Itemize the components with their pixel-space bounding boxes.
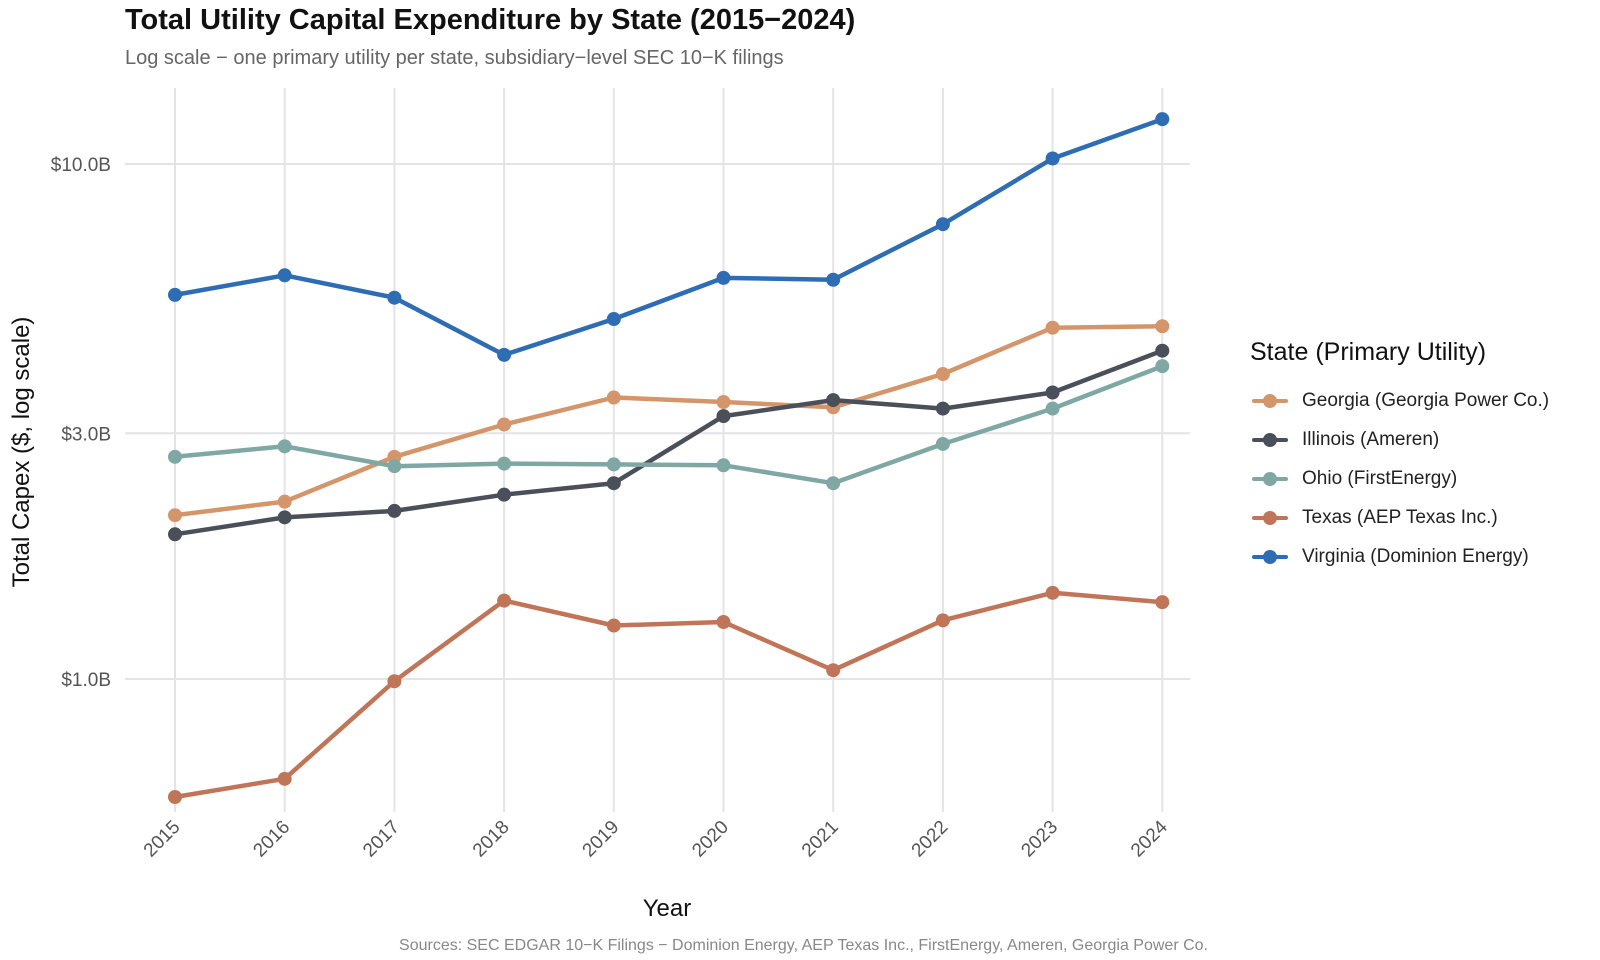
x-tick-label: 2024: [1127, 816, 1172, 861]
series-virginia: [168, 112, 1170, 362]
data-point-georgia: [497, 417, 512, 432]
data-point-texas: [826, 663, 841, 678]
data-point-virginia: [935, 217, 950, 232]
data-point-virginia: [497, 347, 512, 362]
legend-label: Texas (AEP Texas Inc.): [1302, 506, 1498, 528]
y-axis-title: Total Capex ($, log scale): [8, 317, 35, 588]
legend-label: Illinois (Ameren): [1302, 428, 1440, 450]
series-ohio: [168, 359, 1170, 491]
x-tick-label: 2016: [249, 817, 294, 862]
x-tick-label: 2023: [1017, 817, 1062, 862]
legend-item-ohio: Ohio (FirstEnergy): [1250, 459, 1549, 498]
data-point-georgia: [1045, 320, 1060, 335]
data-point-georgia: [935, 367, 950, 382]
legend-item-texas: Texas (AEP Texas Inc.): [1250, 498, 1549, 537]
series-line-illinois: [172, 348, 1165, 537]
data-point-virginia: [387, 290, 402, 305]
x-axis-ticks: 2015 2016 2017 2018 2019 2020 2021 2022 2023 2024: [140, 816, 1172, 861]
data-point-ohio: [387, 459, 402, 474]
chart-subtitle: Log scale − one primary utility per stat…: [125, 47, 784, 69]
data-point-virginia: [606, 312, 621, 327]
data-point-illinois: [168, 527, 182, 542]
data-point-ohio: [716, 458, 731, 473]
data-point-texas: [935, 613, 950, 628]
data-point-ohio: [1155, 359, 1170, 374]
legend-title: State (Primary Utility): [1250, 338, 1487, 366]
data-point-illinois: [277, 510, 292, 525]
data-point-ohio: [606, 457, 621, 472]
data-point-illinois: [826, 393, 841, 408]
data-point-virginia: [1155, 112, 1170, 127]
data-point-georgia: [716, 395, 731, 410]
x-tick-label: 2015: [140, 817, 185, 862]
data-point-texas: [277, 771, 292, 786]
data-point-georgia: [606, 390, 621, 405]
legend-item-illinois: Illinois (Ameren): [1250, 420, 1549, 459]
data-point-texas: [1045, 585, 1060, 600]
chart-caption: Sources: SEC EDGAR 10−K Filings − Domini…: [399, 937, 1208, 954]
x-tick-label: 2019: [579, 817, 624, 862]
series-illinois: [168, 343, 1170, 542]
data-point-ohio: [935, 436, 950, 451]
data-point-ohio: [497, 456, 512, 471]
data-point-illinois: [1045, 385, 1060, 400]
data-point-ohio: [168, 449, 182, 464]
data-point-texas: [606, 618, 621, 633]
legend-label: Virginia (Dominion Energy): [1302, 545, 1529, 567]
data-point-illinois: [497, 487, 512, 502]
data-point-ohio: [826, 476, 841, 491]
x-tick-label: 2018: [469, 817, 514, 862]
data-point-illinois: [606, 476, 621, 491]
series-line-texas: [172, 590, 1165, 800]
legend-key-virginia: [1250, 547, 1290, 567]
x-axis-title: Year: [643, 895, 692, 922]
data-point-georgia: [168, 508, 182, 523]
data-point-virginia: [277, 268, 292, 283]
data-point-texas: [168, 790, 182, 805]
y-axis-ticks: $1.0B $3.0B $10.0B: [51, 155, 111, 691]
x-tick-label: 2017: [359, 817, 404, 862]
legend-key-georgia: [1250, 391, 1290, 411]
x-tick-label: 2020: [688, 817, 733, 862]
series-line-georgia: [172, 324, 1165, 518]
series-texas: [168, 585, 1170, 805]
y-tick-label: $10.0B: [51, 155, 111, 176]
data-point-ohio: [277, 439, 292, 454]
legend-item-georgia: Georgia (Georgia Power Co.): [1250, 381, 1549, 420]
x-tick-label: 2022: [908, 817, 953, 862]
data-point-georgia: [277, 494, 292, 509]
data-point-virginia: [716, 270, 731, 285]
data-point-texas: [716, 615, 731, 630]
series-line-ohio: [172, 363, 1165, 486]
series-line-virginia: [172, 116, 1165, 358]
data-point-georgia: [1155, 319, 1170, 334]
data-point-illinois: [387, 503, 402, 518]
x-tick-label: 2021: [798, 817, 843, 862]
data-point-ohio: [1045, 401, 1060, 416]
y-tick-label: $3.0B: [61, 424, 111, 445]
data-point-illinois: [1155, 343, 1170, 358]
legend-key-ohio: [1250, 469, 1290, 489]
data-point-texas: [497, 593, 512, 608]
data-point-virginia: [168, 287, 182, 302]
data-point-texas: [387, 674, 402, 689]
data-point-illinois: [716, 409, 731, 424]
legend-item-virginia: Virginia (Dominion Energy): [1250, 537, 1549, 576]
legend-key-texas: [1250, 508, 1290, 528]
legend-label: Ohio (FirstEnergy): [1302, 467, 1458, 489]
data-point-illinois: [935, 401, 950, 416]
series-lines: [168, 112, 1170, 805]
y-tick-label: $1.0B: [61, 670, 111, 691]
legend-label: Georgia (Georgia Power Co.): [1302, 389, 1550, 411]
data-point-virginia: [826, 272, 841, 287]
data-point-virginia: [1045, 151, 1060, 166]
legend: State (Primary Utility) Georgia (Georgia…: [1250, 338, 1549, 576]
data-point-texas: [1155, 595, 1170, 610]
legend-key-illinois: [1250, 430, 1290, 450]
chart-title: Total Utility Capital Expenditure by Sta…: [125, 4, 856, 36]
